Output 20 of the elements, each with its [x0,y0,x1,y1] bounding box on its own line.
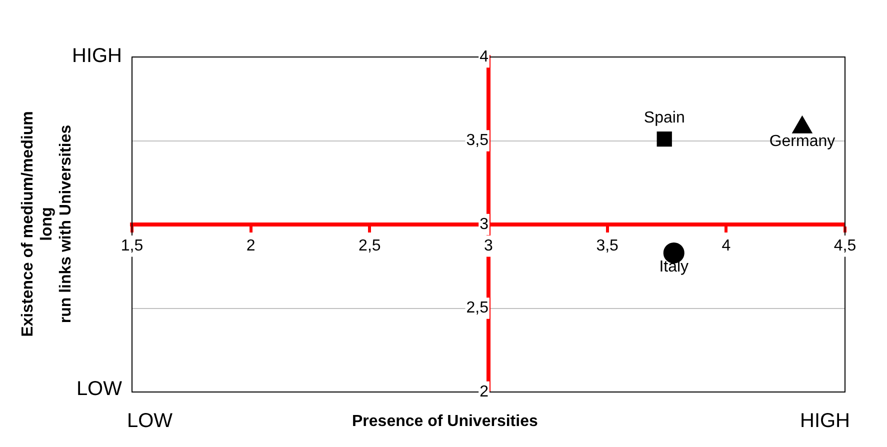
text: HIGH [72,45,122,68]
x-tick-label: 2,5 [358,238,381,255]
text: LOW [76,378,122,401]
text: LOW [127,410,173,433]
x-tick-label: 4 [722,238,731,255]
series-label: Spain [644,109,685,126]
y-tick-label: 2,5 [466,300,489,317]
y-tick-label: 3 [480,216,489,233]
series-label: Italy [659,258,689,276]
x-tick-label: 3,5 [596,238,619,255]
y-tick-label: 4 [480,48,489,66]
text: HIGH [800,410,850,433]
series-label: Germany [769,132,836,150]
x-tick-label: 4,5 [834,238,856,255]
x-axis-title: Presence of Universities [352,413,538,431]
y-tick-label: 3,5 [466,132,489,150]
x-tick-label: 1,5 [120,238,144,255]
y-tick-label: 2 [480,383,489,400]
x-tick-label: 2 [246,238,256,255]
y-axis-title: Existence of medium/medium long run links with Universities [18,111,76,337]
